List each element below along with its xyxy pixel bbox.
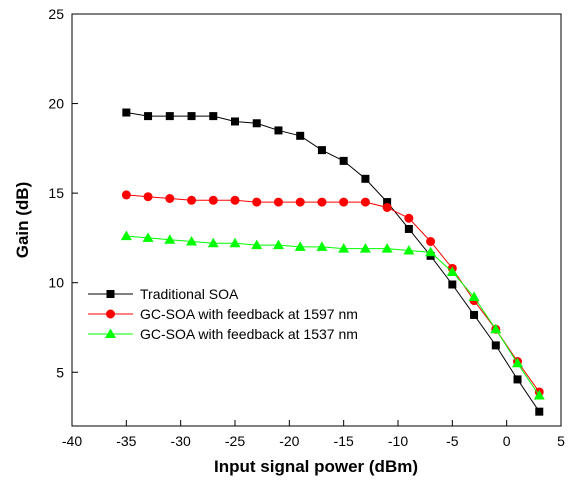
series-3-point [120,230,132,241]
series-2-point [121,190,131,200]
y-tick-label: 25 [48,6,64,22]
legend: Traditional SOA GC-SOA with feedback at 1… [88,286,358,342]
x-tick-label: -30 [171,433,191,449]
series-2-point [382,202,392,212]
x-tick-label: -5 [446,433,459,449]
x-tick-label: -40 [62,433,82,449]
series-1 [122,108,544,416]
series-2-point [252,197,262,207]
series-3-point [164,234,176,244]
legend-marker [106,290,115,298]
series-1-point [361,174,370,183]
series-3-point [272,239,284,250]
series-3-point [251,239,263,250]
x-tick-label: -10 [388,433,408,449]
x-tick-label: -35 [116,433,136,449]
series-3-point [186,235,198,246]
y-tick-label: 5 [56,364,64,380]
series-1-point [535,407,544,416]
series-1-point [209,112,218,121]
series-2-point [426,236,436,246]
series-3-point [446,266,458,276]
series-1-point [144,112,153,121]
x-tick-label: 5 [557,433,565,449]
series-3-point [512,357,524,368]
series-3-point [316,241,328,251]
series-2-point [360,197,370,207]
series-2-point [339,197,349,207]
series-1-point [404,224,413,233]
series-2-point [230,195,240,205]
series-1-point [339,156,348,165]
series-2-point [404,213,414,223]
series-1-point [231,117,239,126]
legend-label: GC-SOA with feedback at 1597 nm [140,306,358,322]
y-tick-label: 10 [48,275,64,291]
series-3-line [126,235,540,396]
series-2-point [187,195,197,205]
series-3-point [425,246,437,257]
y-tick-label: 20 [48,96,64,112]
legend-marker [105,328,116,338]
legend-label: Traditional SOA [140,286,239,302]
x-tick-label: 0 [503,433,511,449]
series-1-point [513,375,522,384]
series-3-point [468,291,480,302]
series-3-point [207,237,219,248]
series-1-point [470,310,479,319]
series-2-point [295,197,305,207]
series-3-point [403,244,415,255]
series-1-point [187,112,196,121]
series-1-point [383,198,392,207]
series-3-point [381,243,393,253]
series-3-point [490,323,502,334]
x-tick-label: -20 [279,433,299,449]
series-3 [120,230,545,400]
x-tick-label: -25 [225,433,245,449]
series-2-point [165,194,175,204]
legend-marker [106,309,115,319]
plot-frame [71,13,562,427]
legend-label: GC-SOA with feedback at 1537 nm [140,326,358,342]
series-3-point [294,241,306,251]
y-axis-title: Gain (dB) [13,182,32,259]
series-1-point [448,280,457,289]
series-1-point [491,341,500,350]
series-1-point [274,126,283,135]
series-3-point [533,390,545,400]
x-tick-label: -15 [334,433,354,449]
series-layer [120,108,545,416]
series-1-point [252,119,261,128]
series-2-point [143,192,153,202]
y-tick-label: 15 [48,185,64,201]
series-2-point [208,195,218,205]
axis-ticks: -40 -35 -30 -25 -20 -15 -10 -5 0 5 5 10 15 20 25 [48,6,565,449]
series-1-point [165,112,174,121]
series-3-point [359,243,371,253]
series-1-line [126,112,540,412]
series-2-point [317,197,327,207]
series-3-point [142,232,154,242]
series-2-point [273,197,283,207]
series-3-point [229,237,241,248]
series-1-point [296,131,305,140]
x-axis-title: Input signal power (dBm) [214,457,418,476]
series-1-point [122,108,131,117]
series-1-point [317,146,326,155]
series-3-point [338,243,350,253]
